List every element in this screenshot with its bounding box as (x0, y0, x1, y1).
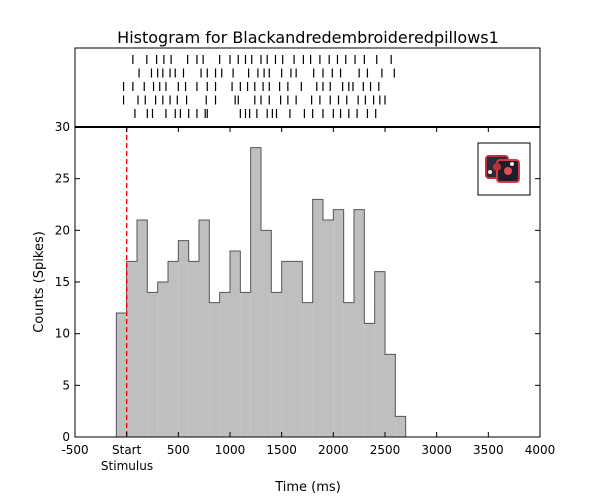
x-tick-label: 500 (167, 443, 190, 457)
histogram-bar (343, 302, 354, 437)
y-tick-label: 15 (55, 275, 70, 289)
histogram-bar (395, 416, 406, 437)
x-tick-label: -500 (61, 443, 88, 457)
chart-title: Histogram for Blackandredembroideredpill… (117, 28, 499, 47)
histogram-bar (261, 230, 272, 437)
y-tick-label: 0 (62, 430, 70, 444)
histogram-bar (364, 323, 375, 437)
y-tick-label: 20 (55, 223, 70, 237)
x-ticks: -500 Start 500 1000 1500 2000 2500 3000 3500 4000 (61, 127, 555, 457)
histogram-bar (250, 147, 261, 437)
y-tick-label: 10 (55, 327, 70, 341)
x-tick-label: 4000 (525, 443, 556, 457)
pillows-thumbnail-icon (477, 142, 531, 196)
x-axis-label: Time (ms) (274, 480, 341, 495)
histogram-bar (137, 220, 148, 437)
x-tick-label: 1500 (266, 443, 297, 457)
histogram-bar (219, 292, 230, 437)
x-sublabel: Stimulus (101, 459, 153, 473)
histogram-bar (302, 302, 313, 437)
histogram-bar (281, 261, 292, 437)
histogram-bar (230, 251, 241, 437)
x-tick-label: 3500 (473, 443, 504, 457)
histogram-bar (333, 209, 344, 437)
y-tick-label: 25 (55, 172, 70, 186)
histogram-bar (178, 240, 189, 437)
histogram-bar (271, 292, 282, 437)
histogram-bar (240, 292, 251, 437)
histogram-bars (116, 147, 406, 437)
x-tick-label: Start (112, 443, 142, 457)
histogram-bar (292, 261, 303, 437)
x-tick-label: 2000 (318, 443, 349, 457)
y-tick-label: 30 (55, 120, 70, 134)
histogram-bar (312, 199, 323, 437)
histogram-bar (385, 354, 396, 437)
histogram-bar (199, 220, 210, 437)
histogram-bar (147, 292, 158, 437)
histogram-bar (157, 282, 168, 437)
x-tick-label: 1000 (215, 443, 246, 457)
histogram-bar (323, 220, 334, 437)
y-axis-label: Counts (Spikes) (32, 231, 47, 333)
histogram-bar (188, 261, 199, 437)
histogram-bar (126, 261, 137, 437)
histogram-bar (116, 313, 127, 437)
histogram-outline (115, 147, 407, 437)
histogram-bar (209, 302, 220, 437)
histogram-bar (354, 209, 365, 437)
x-tick-label: 2500 (370, 443, 401, 457)
raster-plot (122, 55, 395, 118)
y-tick-label: 5 (62, 378, 70, 392)
histogram-bar (374, 271, 385, 437)
histogram-bar (168, 261, 179, 437)
y-ticks: 0 5 10 15 20 25 30 (55, 120, 540, 444)
x-tick-label: 3000 (421, 443, 452, 457)
